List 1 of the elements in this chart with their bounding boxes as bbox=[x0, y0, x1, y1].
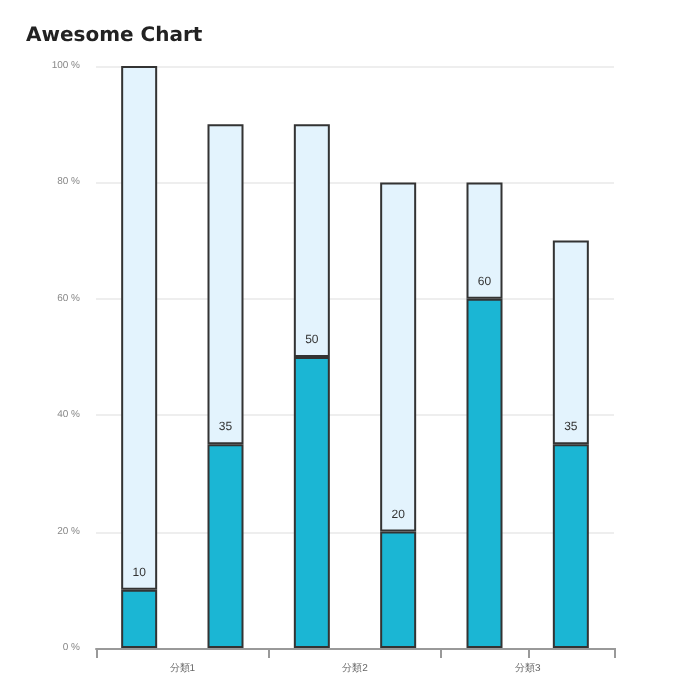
chart-title: Awesome Chart bbox=[26, 25, 203, 47]
